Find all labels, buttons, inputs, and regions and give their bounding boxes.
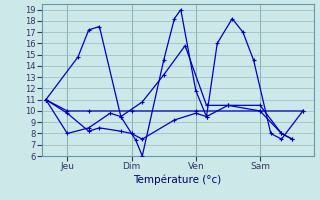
- X-axis label: Température (°c): Température (°c): [133, 174, 222, 185]
